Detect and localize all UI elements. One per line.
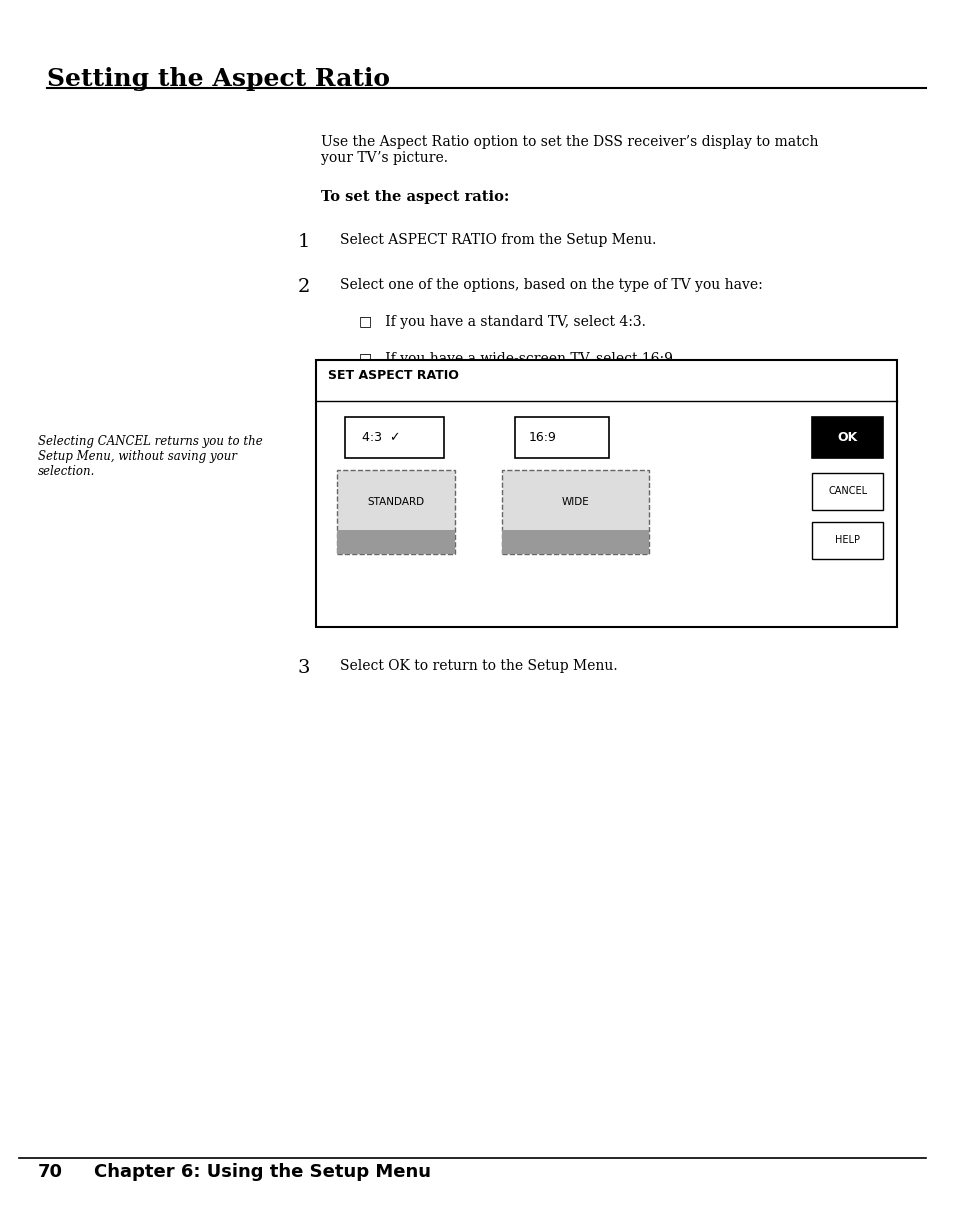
Text: CANCEL: CANCEL: [827, 486, 866, 496]
Text: Selecting CANCEL returns you to the
Setup Menu, without saving your
selection.: Selecting CANCEL returns you to the Setu…: [38, 435, 262, 478]
FancyBboxPatch shape: [811, 473, 882, 510]
Text: Select one of the options, based on the type of TV you have:: Select one of the options, based on the …: [339, 278, 762, 292]
Text: 70: 70: [38, 1163, 63, 1181]
Text: OK: OK: [837, 431, 857, 443]
Text: STANDARD: STANDARD: [367, 497, 424, 507]
FancyBboxPatch shape: [502, 470, 648, 554]
Text: □   If you have a standard TV, select 4:3.: □ If you have a standard TV, select 4:3.: [358, 315, 645, 328]
FancyBboxPatch shape: [811, 522, 882, 559]
Text: 4:3  ✓: 4:3 ✓: [361, 431, 400, 443]
Text: SET ASPECT RATIO: SET ASPECT RATIO: [328, 369, 458, 382]
Text: 2: 2: [297, 278, 310, 296]
FancyBboxPatch shape: [316, 360, 897, 627]
FancyBboxPatch shape: [344, 417, 443, 458]
FancyBboxPatch shape: [336, 530, 455, 554]
Text: Chapter 6: Using the Setup Menu: Chapter 6: Using the Setup Menu: [94, 1163, 431, 1181]
Text: □   If you have a wide-screen TV, select 16:9.: □ If you have a wide-screen TV, select 1…: [358, 352, 677, 365]
Text: To set the aspect ratio:: To set the aspect ratio:: [321, 190, 509, 203]
Text: 3: 3: [297, 659, 310, 677]
Text: 1: 1: [297, 233, 310, 251]
Text: Select ASPECT RATIO from the Setup Menu.: Select ASPECT RATIO from the Setup Menu.: [339, 233, 656, 246]
Text: Setting the Aspect Ratio: Setting the Aspect Ratio: [48, 67, 390, 92]
FancyBboxPatch shape: [336, 470, 455, 554]
Text: Select OK to return to the Setup Menu.: Select OK to return to the Setup Menu.: [339, 659, 617, 673]
FancyBboxPatch shape: [811, 417, 882, 458]
Text: WIDE: WIDE: [561, 497, 589, 507]
Text: Use the Aspect Ratio option to set the DSS receiver’s display to match
your TV’s: Use the Aspect Ratio option to set the D…: [321, 135, 818, 165]
FancyBboxPatch shape: [515, 417, 609, 458]
Text: 16:9: 16:9: [528, 431, 557, 443]
FancyBboxPatch shape: [502, 530, 648, 554]
Text: HELP: HELP: [834, 535, 860, 545]
